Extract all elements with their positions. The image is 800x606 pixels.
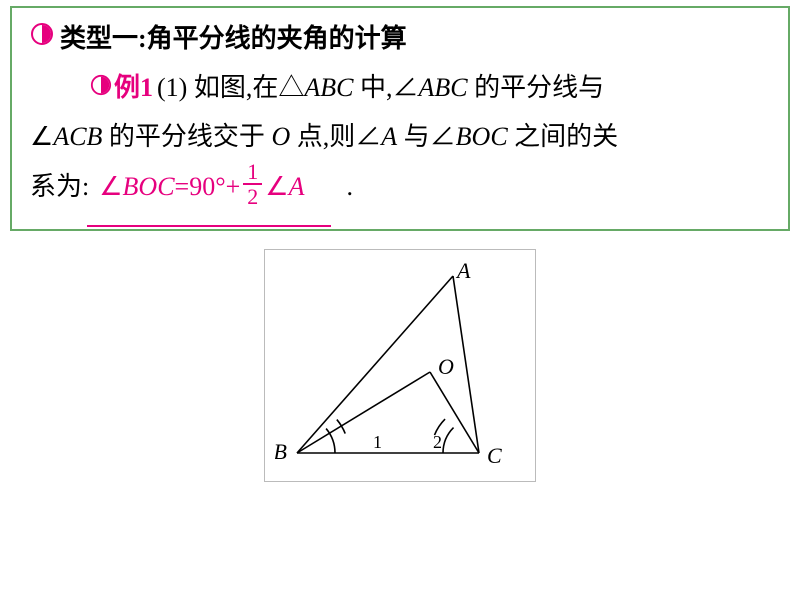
svg-text:C: C xyxy=(487,443,502,468)
problem-body: 例1 (1) 如图,在△ABC 中,∠ABC 的平分线与 ∠ACB 的平分线交于… xyxy=(30,63,770,211)
answer-blank: ∠BOC = 90° + 1 2 ∠A xyxy=(93,162,310,211)
example-badge: 例1 xyxy=(90,63,153,112)
heading-text: 类型一:角平分线的夹角的计算 xyxy=(60,18,407,55)
svg-text:A: A xyxy=(455,258,471,283)
example-bullet-icon xyxy=(90,63,112,112)
svg-text:B: B xyxy=(275,439,287,464)
svg-text:O: O xyxy=(438,354,454,379)
svg-text:2: 2 xyxy=(433,432,442,452)
triangle-figure: A B C O 1 2 xyxy=(264,249,536,482)
heading-bullet-icon xyxy=(30,22,54,51)
svg-text:1: 1 xyxy=(373,432,382,452)
